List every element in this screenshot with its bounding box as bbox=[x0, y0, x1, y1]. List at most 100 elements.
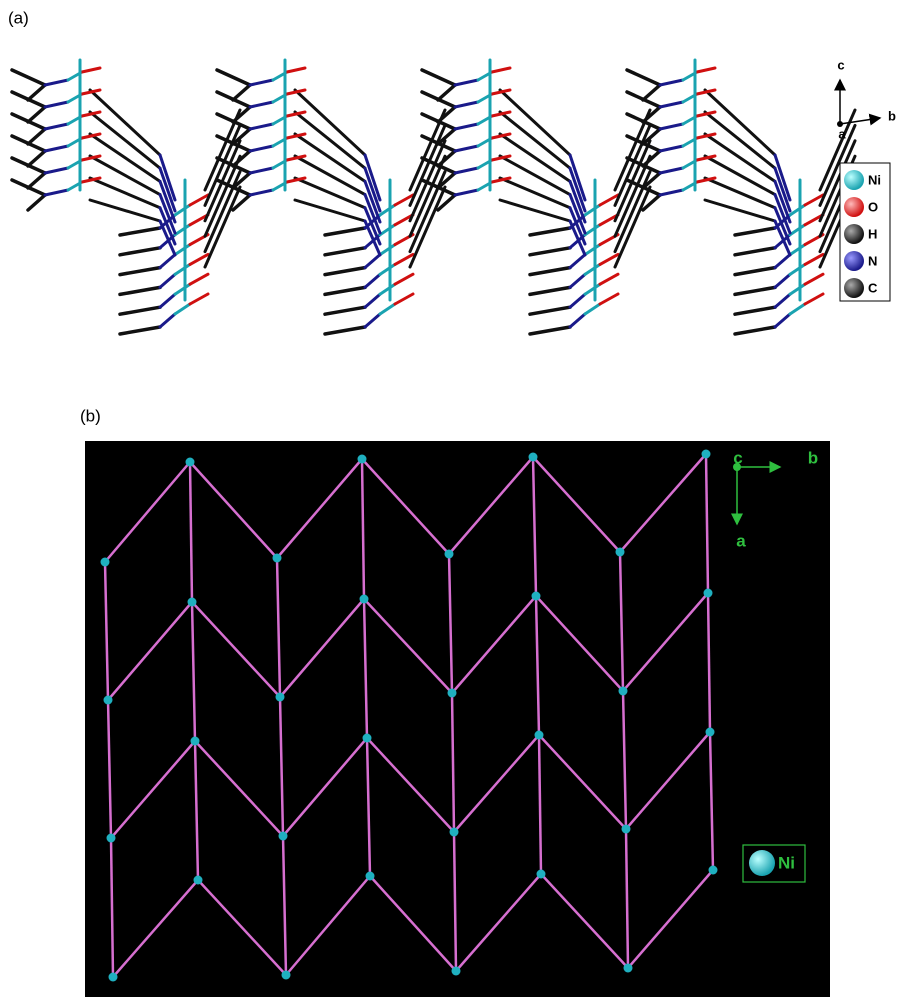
node bbox=[366, 872, 375, 881]
bond bbox=[422, 70, 455, 85]
bond bbox=[120, 268, 160, 275]
node bbox=[104, 696, 113, 705]
node bbox=[535, 731, 544, 740]
bond bbox=[395, 294, 413, 304]
bond bbox=[790, 205, 805, 215]
bond bbox=[530, 228, 570, 235]
bond bbox=[805, 294, 823, 304]
bond bbox=[395, 274, 413, 284]
bond bbox=[735, 228, 775, 235]
bond bbox=[175, 264, 190, 274]
bond bbox=[530, 248, 570, 255]
bond bbox=[325, 327, 365, 334]
node bbox=[273, 554, 282, 563]
bond bbox=[775, 274, 790, 287]
bond bbox=[160, 314, 175, 327]
bond bbox=[790, 245, 805, 255]
net-background bbox=[85, 441, 830, 997]
bond bbox=[120, 327, 160, 334]
node bbox=[188, 598, 197, 607]
node bbox=[358, 455, 367, 464]
axis-label: a bbox=[838, 126, 846, 141]
bond bbox=[82, 68, 100, 72]
axis-label: b bbox=[808, 448, 818, 467]
node bbox=[616, 548, 625, 557]
bond bbox=[570, 314, 585, 327]
bond bbox=[530, 287, 570, 294]
bond bbox=[455, 124, 478, 129]
bond bbox=[120, 307, 160, 314]
node bbox=[101, 558, 110, 567]
bond bbox=[600, 294, 618, 304]
axis-label: b bbox=[888, 108, 896, 123]
legend-label: Ni bbox=[778, 853, 795, 872]
bond bbox=[28, 85, 45, 100]
bond bbox=[455, 102, 478, 107]
bond bbox=[492, 90, 510, 94]
legend-swatch bbox=[844, 224, 864, 244]
node bbox=[706, 728, 715, 737]
node bbox=[276, 693, 285, 702]
bond bbox=[250, 102, 273, 107]
bond bbox=[790, 264, 805, 274]
bond bbox=[365, 294, 380, 307]
bond bbox=[12, 70, 45, 85]
bond bbox=[250, 146, 273, 151]
bond bbox=[585, 205, 600, 215]
bond bbox=[455, 146, 478, 151]
bond bbox=[190, 274, 208, 284]
bond bbox=[250, 190, 273, 195]
bond bbox=[735, 287, 775, 294]
legend-swatch bbox=[844, 278, 864, 298]
bond bbox=[28, 107, 45, 122]
node bbox=[704, 589, 713, 598]
bond bbox=[643, 107, 660, 122]
bond bbox=[175, 304, 190, 314]
panel-label: (a) bbox=[8, 8, 29, 27]
bond bbox=[530, 327, 570, 334]
axis-label: a bbox=[736, 531, 746, 550]
bond bbox=[735, 268, 775, 275]
bond bbox=[438, 107, 455, 122]
bond bbox=[585, 264, 600, 274]
bond bbox=[12, 114, 45, 129]
node bbox=[702, 450, 711, 459]
bond bbox=[28, 151, 45, 166]
bond bbox=[697, 68, 715, 72]
bond bbox=[585, 245, 600, 255]
legend-swatch bbox=[844, 251, 864, 271]
bond bbox=[735, 248, 775, 255]
bond bbox=[12, 92, 45, 107]
bond bbox=[660, 168, 683, 173]
bond bbox=[45, 146, 68, 151]
bond bbox=[90, 90, 160, 155]
bond bbox=[660, 124, 683, 129]
node bbox=[619, 687, 628, 696]
bond bbox=[287, 68, 305, 72]
bond bbox=[82, 112, 100, 116]
bond bbox=[790, 225, 805, 235]
bond bbox=[28, 195, 45, 210]
figure: (a) c b a NiOHNC (b) c b a Ni bbox=[0, 0, 901, 997]
bond bbox=[45, 80, 68, 85]
node bbox=[279, 832, 288, 841]
bond bbox=[45, 102, 68, 107]
bond bbox=[380, 284, 395, 294]
legend-label: O bbox=[868, 199, 878, 214]
bond bbox=[250, 168, 273, 173]
node bbox=[622, 825, 631, 834]
bond bbox=[735, 327, 775, 334]
bond bbox=[12, 180, 45, 195]
legend-label: N bbox=[868, 253, 877, 268]
bond bbox=[775, 294, 790, 307]
bond bbox=[705, 90, 775, 155]
bond bbox=[627, 70, 660, 85]
bond bbox=[287, 112, 305, 116]
node bbox=[186, 458, 195, 467]
bond bbox=[380, 304, 395, 314]
bond bbox=[697, 112, 715, 116]
bond bbox=[250, 124, 273, 129]
bond bbox=[28, 173, 45, 188]
bond bbox=[455, 80, 478, 85]
bond bbox=[530, 268, 570, 275]
